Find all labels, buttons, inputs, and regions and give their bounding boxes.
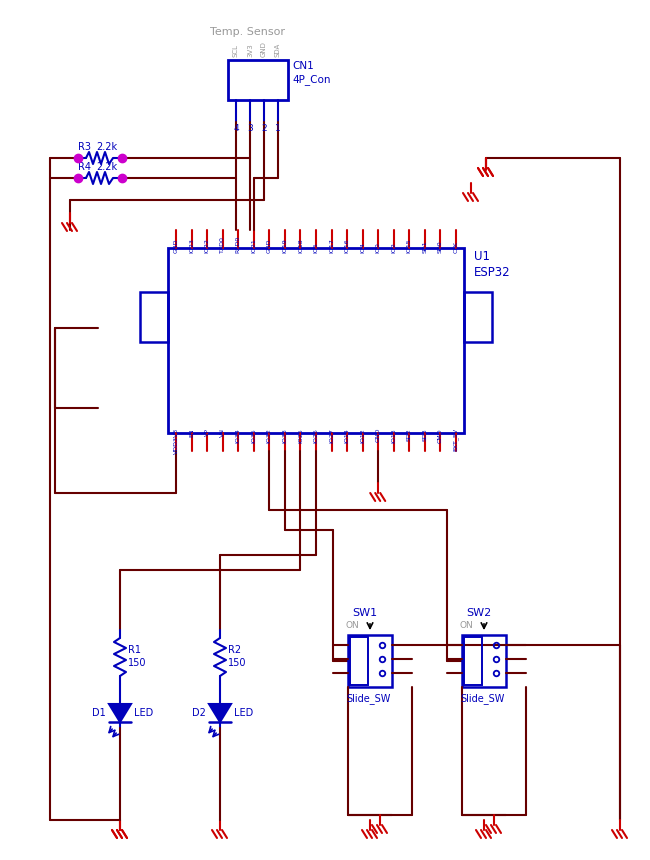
Text: Slide_SW: Slide_SW [346, 693, 391, 704]
Bar [350, 637, 368, 685]
Text: IO17: IO17 [329, 238, 334, 253]
Bar [228, 60, 288, 100]
Text: IO25: IO25 [298, 428, 303, 443]
Text: SD0: SD0 [438, 241, 443, 253]
Text: IO18: IO18 [298, 238, 303, 253]
Polygon shape [109, 704, 131, 722]
Text: R3: R3 [78, 142, 91, 152]
Text: SW1: SW1 [352, 608, 377, 618]
Text: ON: ON [460, 621, 474, 630]
Text: ESP32: ESP32 [474, 266, 511, 279]
Text: GND: GND [261, 41, 267, 57]
Text: Slide_SW: Slide_SW [460, 693, 504, 704]
Text: IO4: IO4 [360, 243, 365, 253]
Text: R4: R4 [78, 162, 91, 172]
Bar [464, 637, 482, 685]
Text: IO27: IO27 [329, 428, 334, 443]
Text: IO14: IO14 [344, 428, 350, 443]
Text: IO15: IO15 [407, 238, 412, 253]
Bar [464, 292, 492, 342]
Text: EN: EN [189, 428, 194, 437]
Text: GND: GND [376, 428, 381, 443]
Text: IO32: IO32 [267, 428, 272, 443]
Text: CMD: CMD [438, 428, 443, 443]
Text: 1: 1 [275, 124, 281, 133]
Text: Temp. Sensor: Temp. Sensor [210, 27, 285, 37]
Text: VP: VP [205, 428, 209, 436]
Text: 3V3: 3V3 [247, 43, 253, 57]
Text: IO34: IO34 [236, 428, 240, 443]
Text: SDA: SDA [275, 43, 281, 57]
Text: 150: 150 [228, 658, 246, 668]
Text: IO16: IO16 [344, 238, 350, 253]
Text: SD1: SD1 [422, 241, 428, 253]
Text: IO12: IO12 [360, 428, 365, 443]
Text: 2: 2 [261, 124, 266, 133]
Text: IO22: IO22 [205, 238, 209, 253]
Polygon shape [209, 704, 231, 722]
Text: 3: 3 [247, 124, 253, 133]
Text: U1: U1 [474, 249, 490, 262]
Text: 150: 150 [128, 658, 146, 668]
Text: IO26: IO26 [313, 428, 318, 443]
Text: TXD0: TXD0 [220, 237, 225, 253]
Text: R2: R2 [228, 645, 241, 655]
Text: CN1: CN1 [292, 61, 314, 71]
Bar [462, 635, 506, 687]
Text: RXD0: RXD0 [236, 236, 240, 253]
Text: R1: R1 [128, 645, 141, 655]
Text: 4P_Con: 4P_Con [292, 75, 330, 85]
Text: IO33: IO33 [282, 428, 287, 443]
Bar [140, 292, 168, 342]
Text: IO0: IO0 [376, 243, 381, 253]
Text: GND: GND [174, 238, 179, 253]
Text: EXT_5V: EXT_5V [453, 428, 459, 452]
Text: LED: LED [134, 708, 153, 718]
Text: SW2: SW2 [466, 608, 491, 618]
Text: D1: D1 [92, 708, 106, 718]
Text: CLK: CLK [454, 241, 458, 253]
Text: 2.2k: 2.2k [96, 162, 117, 172]
Text: SD2: SD2 [407, 428, 412, 440]
Text: ON: ON [346, 621, 359, 630]
Text: LED: LED [234, 708, 254, 718]
Text: IO2: IO2 [391, 243, 396, 253]
Text: IO13: IO13 [391, 428, 396, 443]
Text: IO23: IO23 [189, 238, 194, 253]
Text: VDD3V3: VDD3V3 [174, 428, 179, 454]
Text: 4: 4 [233, 124, 239, 133]
Text: IO21: IO21 [252, 238, 256, 253]
Text: IO35: IO35 [252, 428, 256, 443]
Text: SD3: SD3 [422, 428, 428, 440]
Text: IO19: IO19 [282, 238, 287, 253]
Text: SCL: SCL [233, 44, 239, 57]
Text: D2: D2 [192, 708, 206, 718]
Bar [348, 635, 392, 687]
Text: IO5: IO5 [313, 243, 318, 253]
Text: 2.2k: 2.2k [96, 142, 117, 152]
Text: VN: VN [220, 428, 225, 437]
Text: GND: GND [267, 238, 272, 253]
Bar [168, 248, 464, 433]
